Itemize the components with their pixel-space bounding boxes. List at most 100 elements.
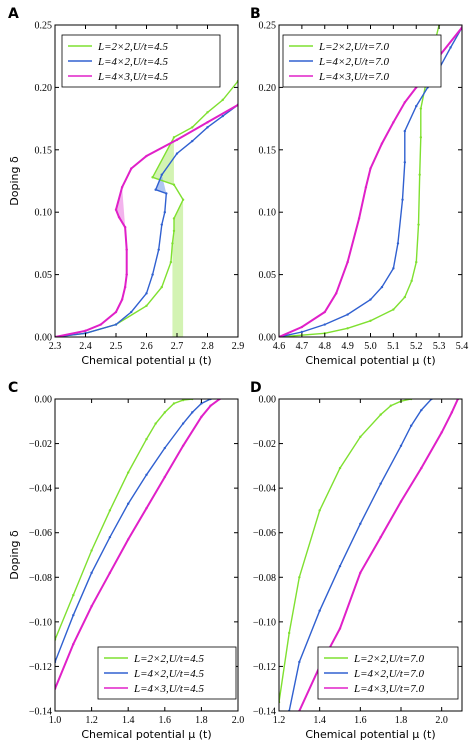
legend: L=2×2,U/t=4.5 L=4×2,U/t=4.5 L=4×3,U/t=4.5 <box>61 34 221 88</box>
series-line <box>55 104 238 337</box>
legend-label: L=4×3,U/t=7.0 <box>353 683 424 695</box>
x-tick-label: 1.8 <box>395 715 408 726</box>
x-tick-label: 2.0 <box>232 715 245 726</box>
data-point <box>419 107 423 110</box>
series-line <box>55 104 238 337</box>
data-point <box>151 273 154 276</box>
data-point <box>200 402 203 405</box>
x-tick-label: 1.2 <box>273 715 286 726</box>
data-point <box>300 325 304 329</box>
data-point <box>379 413 382 416</box>
data-point <box>346 313 349 316</box>
data-point <box>191 126 194 129</box>
data-point <box>191 411 194 414</box>
hysteresis-region <box>152 137 174 185</box>
data-point <box>449 46 452 49</box>
data-point <box>346 260 349 264</box>
data-point <box>379 535 382 539</box>
legend-label: L=4×2,U/t=4.5 <box>97 56 168 68</box>
data-point <box>90 605 93 608</box>
data-point <box>323 310 326 314</box>
y-tick-label: 0.00 <box>35 333 53 344</box>
data-point <box>338 564 342 568</box>
data-point <box>399 444 403 447</box>
x-tick-label: 5.2 <box>410 341 423 352</box>
y-tick-label: −0.14 <box>29 707 52 718</box>
panel-letter: C <box>8 380 18 396</box>
data-point <box>209 404 212 407</box>
data-point <box>90 571 93 575</box>
data-point <box>163 446 166 450</box>
y-tick-label: 0.00 <box>259 333 277 344</box>
x-axis-label: Chemical potential μ (t) <box>81 354 211 367</box>
series-line <box>279 399 412 703</box>
data-point <box>72 613 75 617</box>
panel-c: C 1.0 1.2 1.4 1.6 1.8 2.0 0.00 −0.02 −0.04 −0.06 −0… <box>8 380 244 741</box>
data-point <box>298 660 301 664</box>
data-point <box>191 139 194 143</box>
data-point <box>389 404 393 407</box>
panel-letter: A <box>8 6 19 22</box>
data-point <box>399 500 403 503</box>
y-tick-label: −0.10 <box>29 617 52 628</box>
data-point <box>364 186 368 189</box>
data-point <box>120 186 124 189</box>
data-point <box>145 292 148 295</box>
legend-label: L=2×2,U/t=7.0 <box>318 41 389 53</box>
data-point <box>130 167 133 170</box>
data-point <box>160 285 163 289</box>
hysteresis-region <box>155 174 167 194</box>
data-point <box>417 223 420 226</box>
data-point <box>338 466 342 470</box>
legend-label: L=2×2,U/t=4.5 <box>133 653 204 665</box>
x-tick-label: 5.0 <box>364 341 377 352</box>
data-point <box>346 327 349 330</box>
panel-d: D 1.2 1.4 1.6 1.8 2.0 0.00 −0.02 −0.04 −0.06 −0.08… <box>250 380 463 741</box>
data-point <box>172 183 176 186</box>
series-line <box>55 399 221 690</box>
plot-frame <box>54 398 239 712</box>
data-point <box>181 444 185 447</box>
x-tick-label: 5.1 <box>387 341 400 352</box>
data-point <box>114 208 118 211</box>
y-tick-label: −0.14 <box>253 707 276 718</box>
data-point <box>114 323 118 326</box>
y-tick-label: −0.02 <box>253 439 276 450</box>
legend-label: L=4×3,U/t=4.5 <box>133 683 204 695</box>
y-tick-label: −0.12 <box>29 662 52 673</box>
legend-label: L=2×2,U/t=7.0 <box>353 653 424 665</box>
y-tick-label: 0.20 <box>35 83 53 94</box>
data-point <box>359 435 362 439</box>
data-point <box>298 576 301 579</box>
x-tick-label: 1.6 <box>159 715 172 726</box>
data-point <box>420 408 423 412</box>
x-tick-label: 4.7 <box>296 341 309 352</box>
data-point <box>99 323 102 326</box>
x-tick-label: 1.0 <box>49 715 62 726</box>
y-tick-label: 0.10 <box>35 208 53 219</box>
data-point <box>117 215 121 219</box>
y-tick-label: −0.10 <box>253 617 276 628</box>
x-axis-label: Chemical potential μ (t) <box>81 728 211 741</box>
y-tick-label: −0.06 <box>253 528 276 539</box>
data-point <box>323 323 326 326</box>
x-tick-label: 4.8 <box>319 341 332 352</box>
y-tick-label: −0.06 <box>29 528 52 539</box>
panel-letter: B <box>250 6 261 22</box>
x-tick-label: 1.2 <box>85 715 98 726</box>
data-point <box>72 593 75 597</box>
panel-letter: D <box>250 380 262 396</box>
data-point <box>165 192 168 195</box>
data-point <box>172 217 176 220</box>
y-tick-label: 0.20 <box>259 83 277 94</box>
data-point <box>392 267 395 270</box>
data-point <box>163 411 166 414</box>
y-tick-label: 0.10 <box>259 208 277 219</box>
x-tick-label: 1.6 <box>354 715 367 726</box>
legend-label: L=4×2,U/t=7.0 <box>353 668 424 680</box>
data-point <box>221 98 224 102</box>
data-point <box>287 631 291 635</box>
y-tick-label: −0.08 <box>253 573 276 584</box>
y-tick-label: 0.00 <box>35 395 53 406</box>
legend: L=2×2,U/t=7.0 L=4×2,U/t=7.0 L=4×3,U/t=7.0 <box>282 34 442 88</box>
